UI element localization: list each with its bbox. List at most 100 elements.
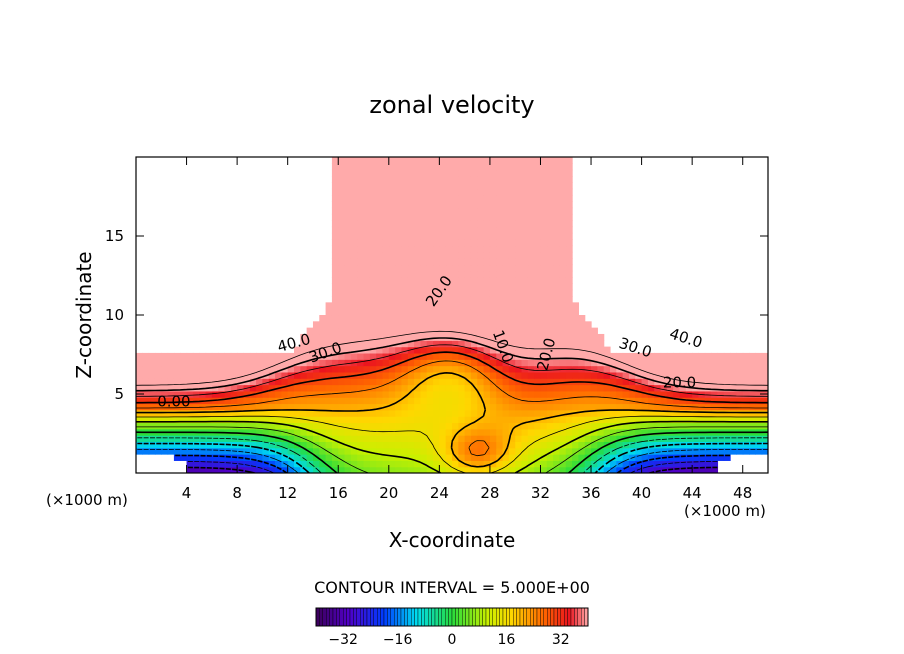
field-cell xyxy=(534,201,542,209)
field-cell xyxy=(464,220,472,228)
field-cell xyxy=(458,264,466,272)
field-cell xyxy=(344,416,352,424)
field-cell xyxy=(331,359,339,367)
field-cell xyxy=(578,409,586,417)
field-cell xyxy=(616,359,624,367)
field-cell xyxy=(470,232,478,240)
field-cell xyxy=(331,239,339,247)
field-cell xyxy=(673,390,681,398)
field-cell xyxy=(647,428,655,436)
field-cell xyxy=(540,201,548,209)
chart-title: zonal velocity xyxy=(369,91,534,119)
field-cell xyxy=(641,365,649,373)
field-cell xyxy=(439,302,447,310)
field-cell xyxy=(357,441,365,449)
field-cell xyxy=(717,359,725,367)
field-cell xyxy=(452,403,459,411)
field-cell xyxy=(515,397,523,405)
field-cell xyxy=(281,466,289,473)
field-cell xyxy=(357,213,365,221)
field-cell xyxy=(350,302,358,310)
field-cell xyxy=(388,277,396,284)
field-cell xyxy=(483,226,491,234)
field-cell xyxy=(420,365,428,373)
field-cell xyxy=(540,258,548,266)
field-cell xyxy=(508,435,516,442)
field-cell xyxy=(306,390,314,398)
field-cell xyxy=(401,182,409,190)
field-cell xyxy=(433,213,440,221)
field-cell xyxy=(470,308,478,316)
colorbar-swatch xyxy=(339,607,344,627)
field-cell xyxy=(192,466,200,473)
field-cell xyxy=(565,371,573,379)
field-cell xyxy=(477,403,485,411)
field-cell xyxy=(192,403,200,411)
field-cell xyxy=(698,435,706,442)
field-cell xyxy=(534,258,542,266)
field-cell xyxy=(666,384,674,392)
colorbar-frame xyxy=(315,607,589,627)
field-cell xyxy=(578,371,586,379)
field-cell xyxy=(180,397,188,405)
field-cell xyxy=(622,390,630,398)
field-cell xyxy=(395,378,403,386)
field-cell xyxy=(578,441,586,449)
field-cell xyxy=(521,264,529,272)
field-cell xyxy=(325,340,333,348)
field-cell xyxy=(521,308,529,316)
field-cell xyxy=(534,302,542,310)
field-cell xyxy=(647,397,655,405)
field-cell xyxy=(527,447,535,455)
field-cell xyxy=(464,327,472,335)
field-cell xyxy=(502,289,510,297)
field-cell xyxy=(338,296,346,303)
field-cell xyxy=(249,403,257,411)
field-cell xyxy=(559,321,567,329)
field-cell xyxy=(496,422,504,430)
field-cell xyxy=(426,435,434,442)
field-cell xyxy=(559,163,567,171)
field-cell xyxy=(142,359,150,367)
field-cell xyxy=(546,416,554,424)
field-cell xyxy=(382,409,390,417)
field-cell xyxy=(565,340,573,348)
field-cell xyxy=(540,283,548,291)
field-cell xyxy=(357,308,365,316)
field-cell xyxy=(749,441,756,449)
field-cell xyxy=(546,169,554,177)
field-cell xyxy=(477,308,485,316)
contour-line xyxy=(136,351,768,404)
field-cell xyxy=(388,163,396,171)
field-cell xyxy=(546,333,554,341)
field-cell xyxy=(572,346,579,354)
field-cell xyxy=(350,333,358,341)
field-cell xyxy=(237,378,245,386)
field-cell xyxy=(439,232,447,240)
field-cell xyxy=(136,359,143,367)
field-cell xyxy=(534,315,542,322)
field-cell xyxy=(414,175,421,183)
field-cell xyxy=(344,409,352,417)
field-cell xyxy=(452,296,459,303)
field-cell xyxy=(433,416,440,424)
field-cell xyxy=(685,466,693,473)
field-cell xyxy=(154,365,162,373)
field-cell xyxy=(641,352,649,360)
field-cell xyxy=(256,352,263,360)
field-cell xyxy=(445,403,453,411)
field-cell xyxy=(660,403,668,411)
field-cell xyxy=(262,384,270,392)
field-cell xyxy=(331,441,339,449)
field-cell xyxy=(256,416,263,424)
field-cell xyxy=(420,213,428,221)
field-cell xyxy=(559,220,567,228)
field-cell xyxy=(439,378,447,386)
field-cell xyxy=(230,378,238,386)
field-cell xyxy=(546,321,554,329)
colorbar-swatch xyxy=(387,607,391,627)
field-cell xyxy=(350,422,358,430)
field-cell xyxy=(439,245,447,253)
field-cell xyxy=(755,371,763,379)
field-cell xyxy=(502,264,510,272)
